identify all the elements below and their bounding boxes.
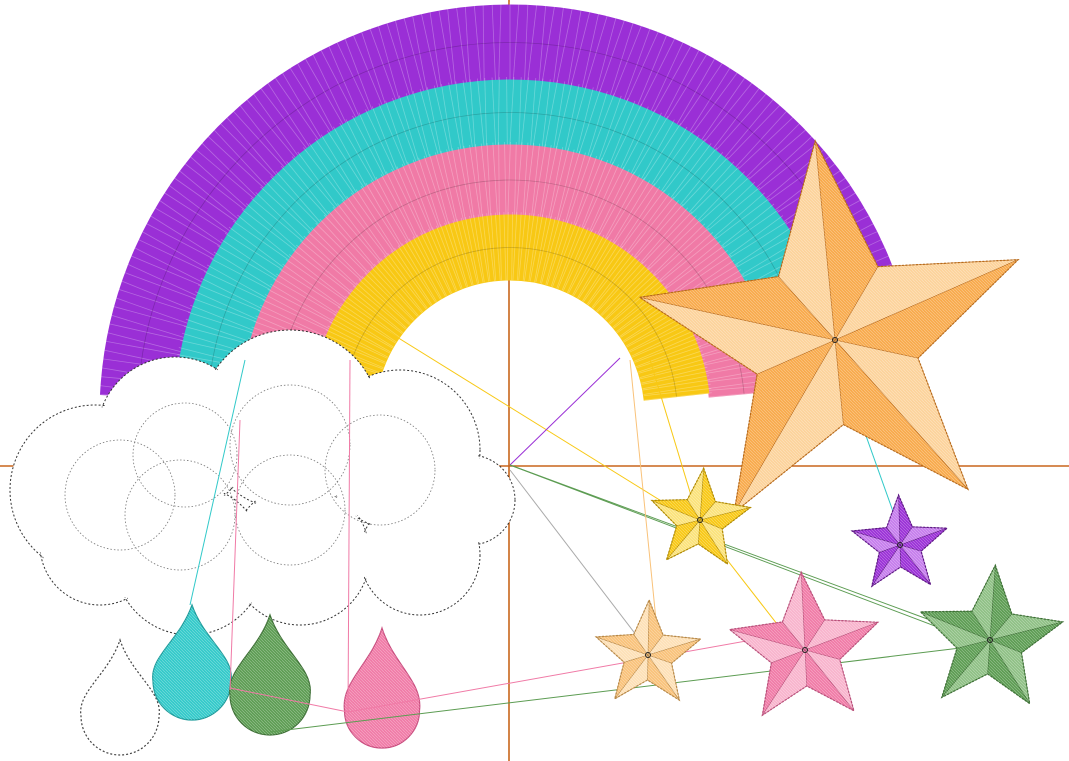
cloud-shape[interactable] xyxy=(9,329,516,636)
rainbow[interactable] xyxy=(97,2,923,409)
jump-stitch-line xyxy=(189,359,246,606)
jump-stitch-line xyxy=(229,687,349,713)
jump-stitch-line xyxy=(349,307,701,526)
raindrop-pink[interactable] xyxy=(343,625,421,749)
raindrop-green[interactable] xyxy=(229,613,311,736)
jump-stitch-line xyxy=(509,357,621,466)
jump-stitch-line xyxy=(347,629,809,713)
jump-stitch-line xyxy=(347,359,351,713)
jump-stitch-line xyxy=(629,359,661,661)
rainbow-band-yellow[interactable] xyxy=(307,212,712,409)
star-green[interactable] xyxy=(919,563,1065,705)
jump-stitch-line xyxy=(229,419,241,691)
raindrop-cyan[interactable] xyxy=(152,603,232,721)
star-big-orange[interactable] xyxy=(637,139,1020,515)
raindrop-outline[interactable] xyxy=(80,638,160,756)
stars[interactable] xyxy=(594,139,1065,717)
jump-stitch-line xyxy=(509,464,986,646)
star-purple[interactable] xyxy=(850,493,949,588)
jump-stitch-line xyxy=(509,469,641,641)
cloud[interactable] xyxy=(9,329,516,636)
star-yellow[interactable] xyxy=(650,466,752,566)
star-pink[interactable] xyxy=(728,570,880,717)
star-light-orange[interactable] xyxy=(594,598,703,702)
raindrops[interactable] xyxy=(80,603,421,756)
